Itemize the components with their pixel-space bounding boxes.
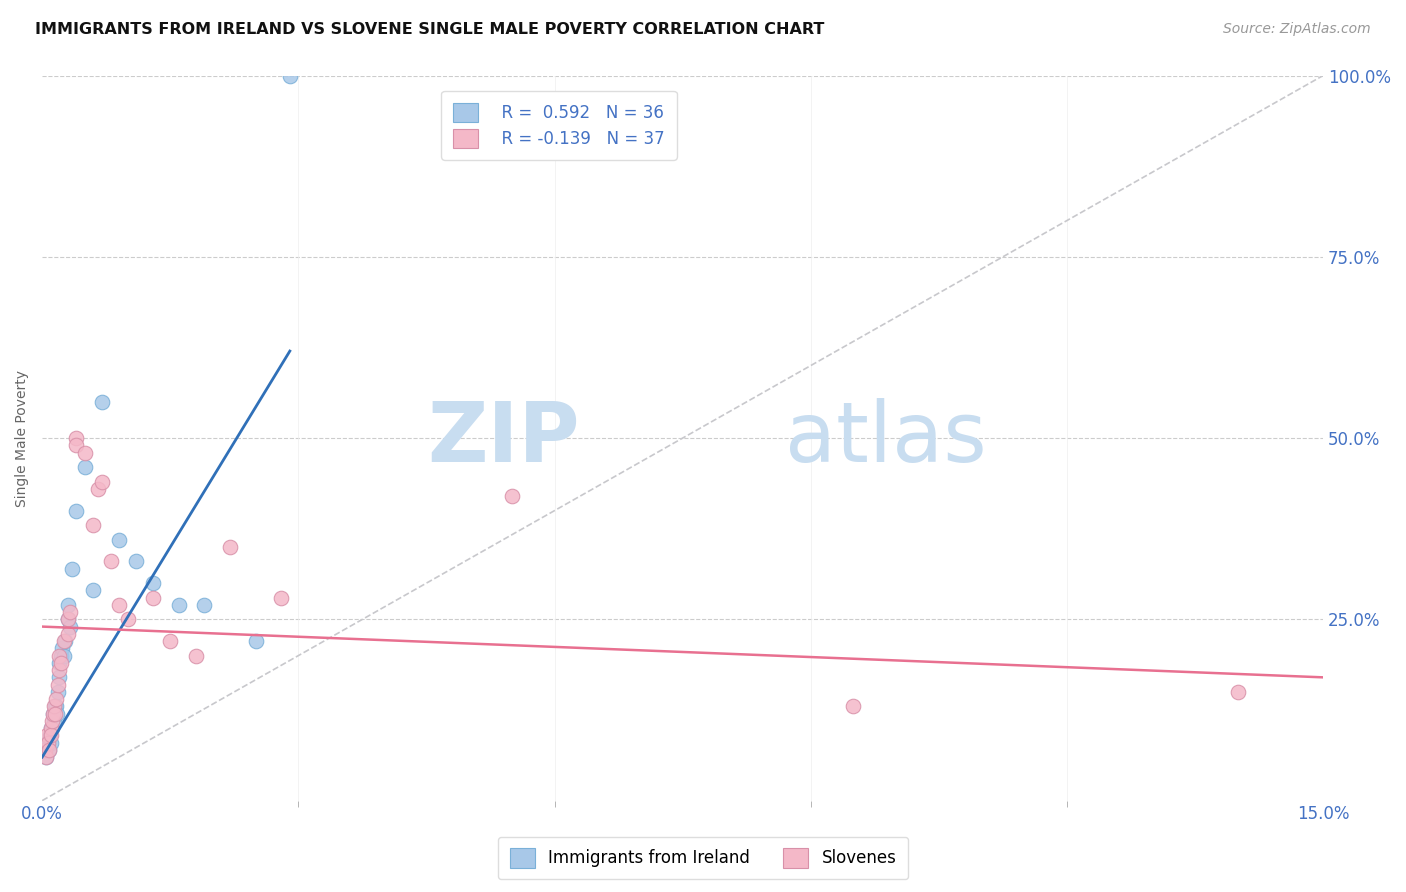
Point [48, 648, 70, 663]
Point [35, 750, 58, 764]
Point [159, 634, 181, 648]
Point [42, 706, 65, 721]
Point [41, 721, 63, 735]
Point [842, 699, 865, 714]
Point [219, 540, 242, 554]
Point [52, 634, 75, 648]
Point [51, 641, 73, 656]
Point [39, 721, 62, 735]
Point [38, 728, 60, 742]
Point [56, 598, 79, 612]
Point [73, 445, 96, 459]
Point [91, 475, 114, 489]
Point [39, 736, 62, 750]
Text: ZIP: ZIP [427, 398, 581, 479]
Text: atlas: atlas [785, 398, 987, 479]
Point [142, 576, 165, 591]
Point [48, 670, 70, 684]
Point [82, 518, 104, 533]
Point [65, 431, 87, 445]
Point [270, 591, 292, 605]
Legend:   R =  0.592   N = 36,   R = -0.139   N = 37: R = 0.592 N = 36, R = -0.139 N = 37 [441, 91, 676, 160]
Point [60, 561, 83, 575]
Point [1226, 685, 1249, 699]
Point [46, 677, 69, 691]
Point [100, 554, 122, 568]
Point [193, 598, 215, 612]
Point [49, 648, 72, 663]
Text: Source: ZipAtlas.com: Source: ZipAtlas.com [1223, 22, 1371, 37]
Point [49, 656, 72, 670]
Point [73, 460, 96, 475]
Point [53, 634, 76, 648]
Point [42, 706, 65, 721]
Point [184, 648, 207, 663]
Point [108, 533, 131, 547]
Point [45, 699, 67, 714]
Point [82, 583, 104, 598]
Point [46, 685, 69, 699]
Point [41, 714, 63, 728]
Y-axis label: Single Male Poverty: Single Male Poverty [15, 369, 30, 507]
Point [44, 699, 66, 714]
Point [91, 394, 114, 409]
Point [37, 736, 59, 750]
Point [56, 627, 79, 641]
Point [45, 706, 67, 721]
Point [38, 743, 60, 757]
Point [56, 612, 79, 626]
Point [44, 714, 66, 728]
Point [65, 503, 87, 517]
Point [58, 605, 80, 619]
Point [142, 591, 165, 605]
Point [278, 69, 301, 83]
Point [48, 663, 70, 677]
Point [245, 634, 267, 648]
Point [39, 721, 62, 735]
Point [52, 648, 75, 663]
Point [117, 612, 139, 626]
Legend: Immigrants from Ireland, Slovenes: Immigrants from Ireland, Slovenes [498, 837, 908, 880]
Point [37, 736, 59, 750]
Point [108, 598, 131, 612]
Point [48, 656, 70, 670]
Point [125, 554, 148, 568]
Point [34, 743, 56, 757]
Point [37, 736, 59, 750]
Text: IMMIGRANTS FROM IRELAND VS SLOVENE SINGLE MALE POVERTY CORRELATION CHART: IMMIGRANTS FROM IRELAND VS SLOVENE SINGL… [35, 22, 824, 37]
Point [44, 699, 66, 714]
Point [38, 743, 60, 757]
Point [65, 438, 87, 452]
Point [58, 619, 80, 633]
Point [37, 728, 59, 742]
Point [56, 612, 79, 626]
Point [45, 692, 67, 706]
Point [39, 728, 62, 742]
Point [44, 706, 66, 721]
Point [86, 482, 108, 496]
Point [501, 489, 523, 503]
Point [35, 750, 58, 764]
Point [167, 598, 190, 612]
Point [34, 743, 56, 757]
